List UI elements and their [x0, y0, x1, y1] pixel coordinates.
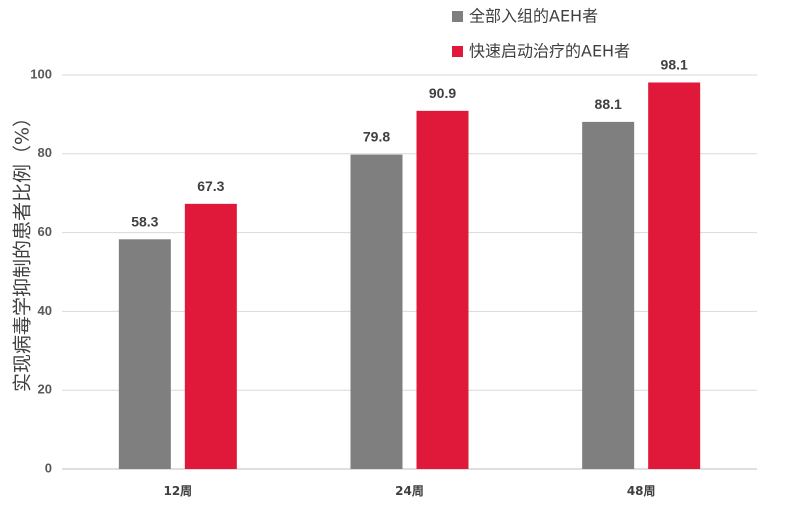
y-tick-label: 0: [45, 460, 52, 475]
y-axis-label: 实现病毒学抑制的患者比例（%）: [12, 108, 34, 392]
bar: [648, 82, 701, 470]
x-axis-ticks: 12周 24周 48周: [163, 484, 655, 498]
bar: [582, 121, 635, 470]
data-label: 67.3: [197, 178, 224, 194]
y-axis-ticks: 0 20 40 60 80 100 120: [30, 0, 52, 475]
y-tick-label: 60: [38, 224, 52, 239]
bar: [184, 203, 237, 469]
legend-swatch: [452, 46, 463, 57]
legend-label: 快速启动治疗的AEH者: [469, 42, 630, 61]
data-label: 98.1: [661, 56, 688, 72]
y-tick-label: 20: [38, 382, 52, 397]
y-tick-label: 120: [30, 0, 52, 3]
x-tick-label: 12周: [163, 484, 192, 498]
x-tick-label: 48周: [627, 484, 656, 498]
legend-label: 全部入组的AEH者: [469, 7, 598, 26]
data-label: 88.1: [595, 96, 622, 112]
y-tick-label: 40: [38, 303, 52, 318]
bar: [118, 239, 171, 469]
data-label: 90.9: [429, 85, 456, 101]
x-tick-label: 24周: [395, 484, 424, 498]
y-tick-label: 80: [38, 145, 52, 160]
data-labels: 58.3 67.3 79.8 90.9 88.1 98.1: [131, 56, 688, 229]
bars: [118, 82, 701, 470]
data-label: 79.8: [363, 129, 390, 145]
bar: [350, 154, 403, 469]
legend-swatch: [452, 11, 463, 22]
y-tick-label: 100: [30, 66, 52, 81]
data-label: 58.3: [131, 213, 158, 229]
gridlines: [62, 74, 757, 470]
bar: [416, 110, 469, 469]
